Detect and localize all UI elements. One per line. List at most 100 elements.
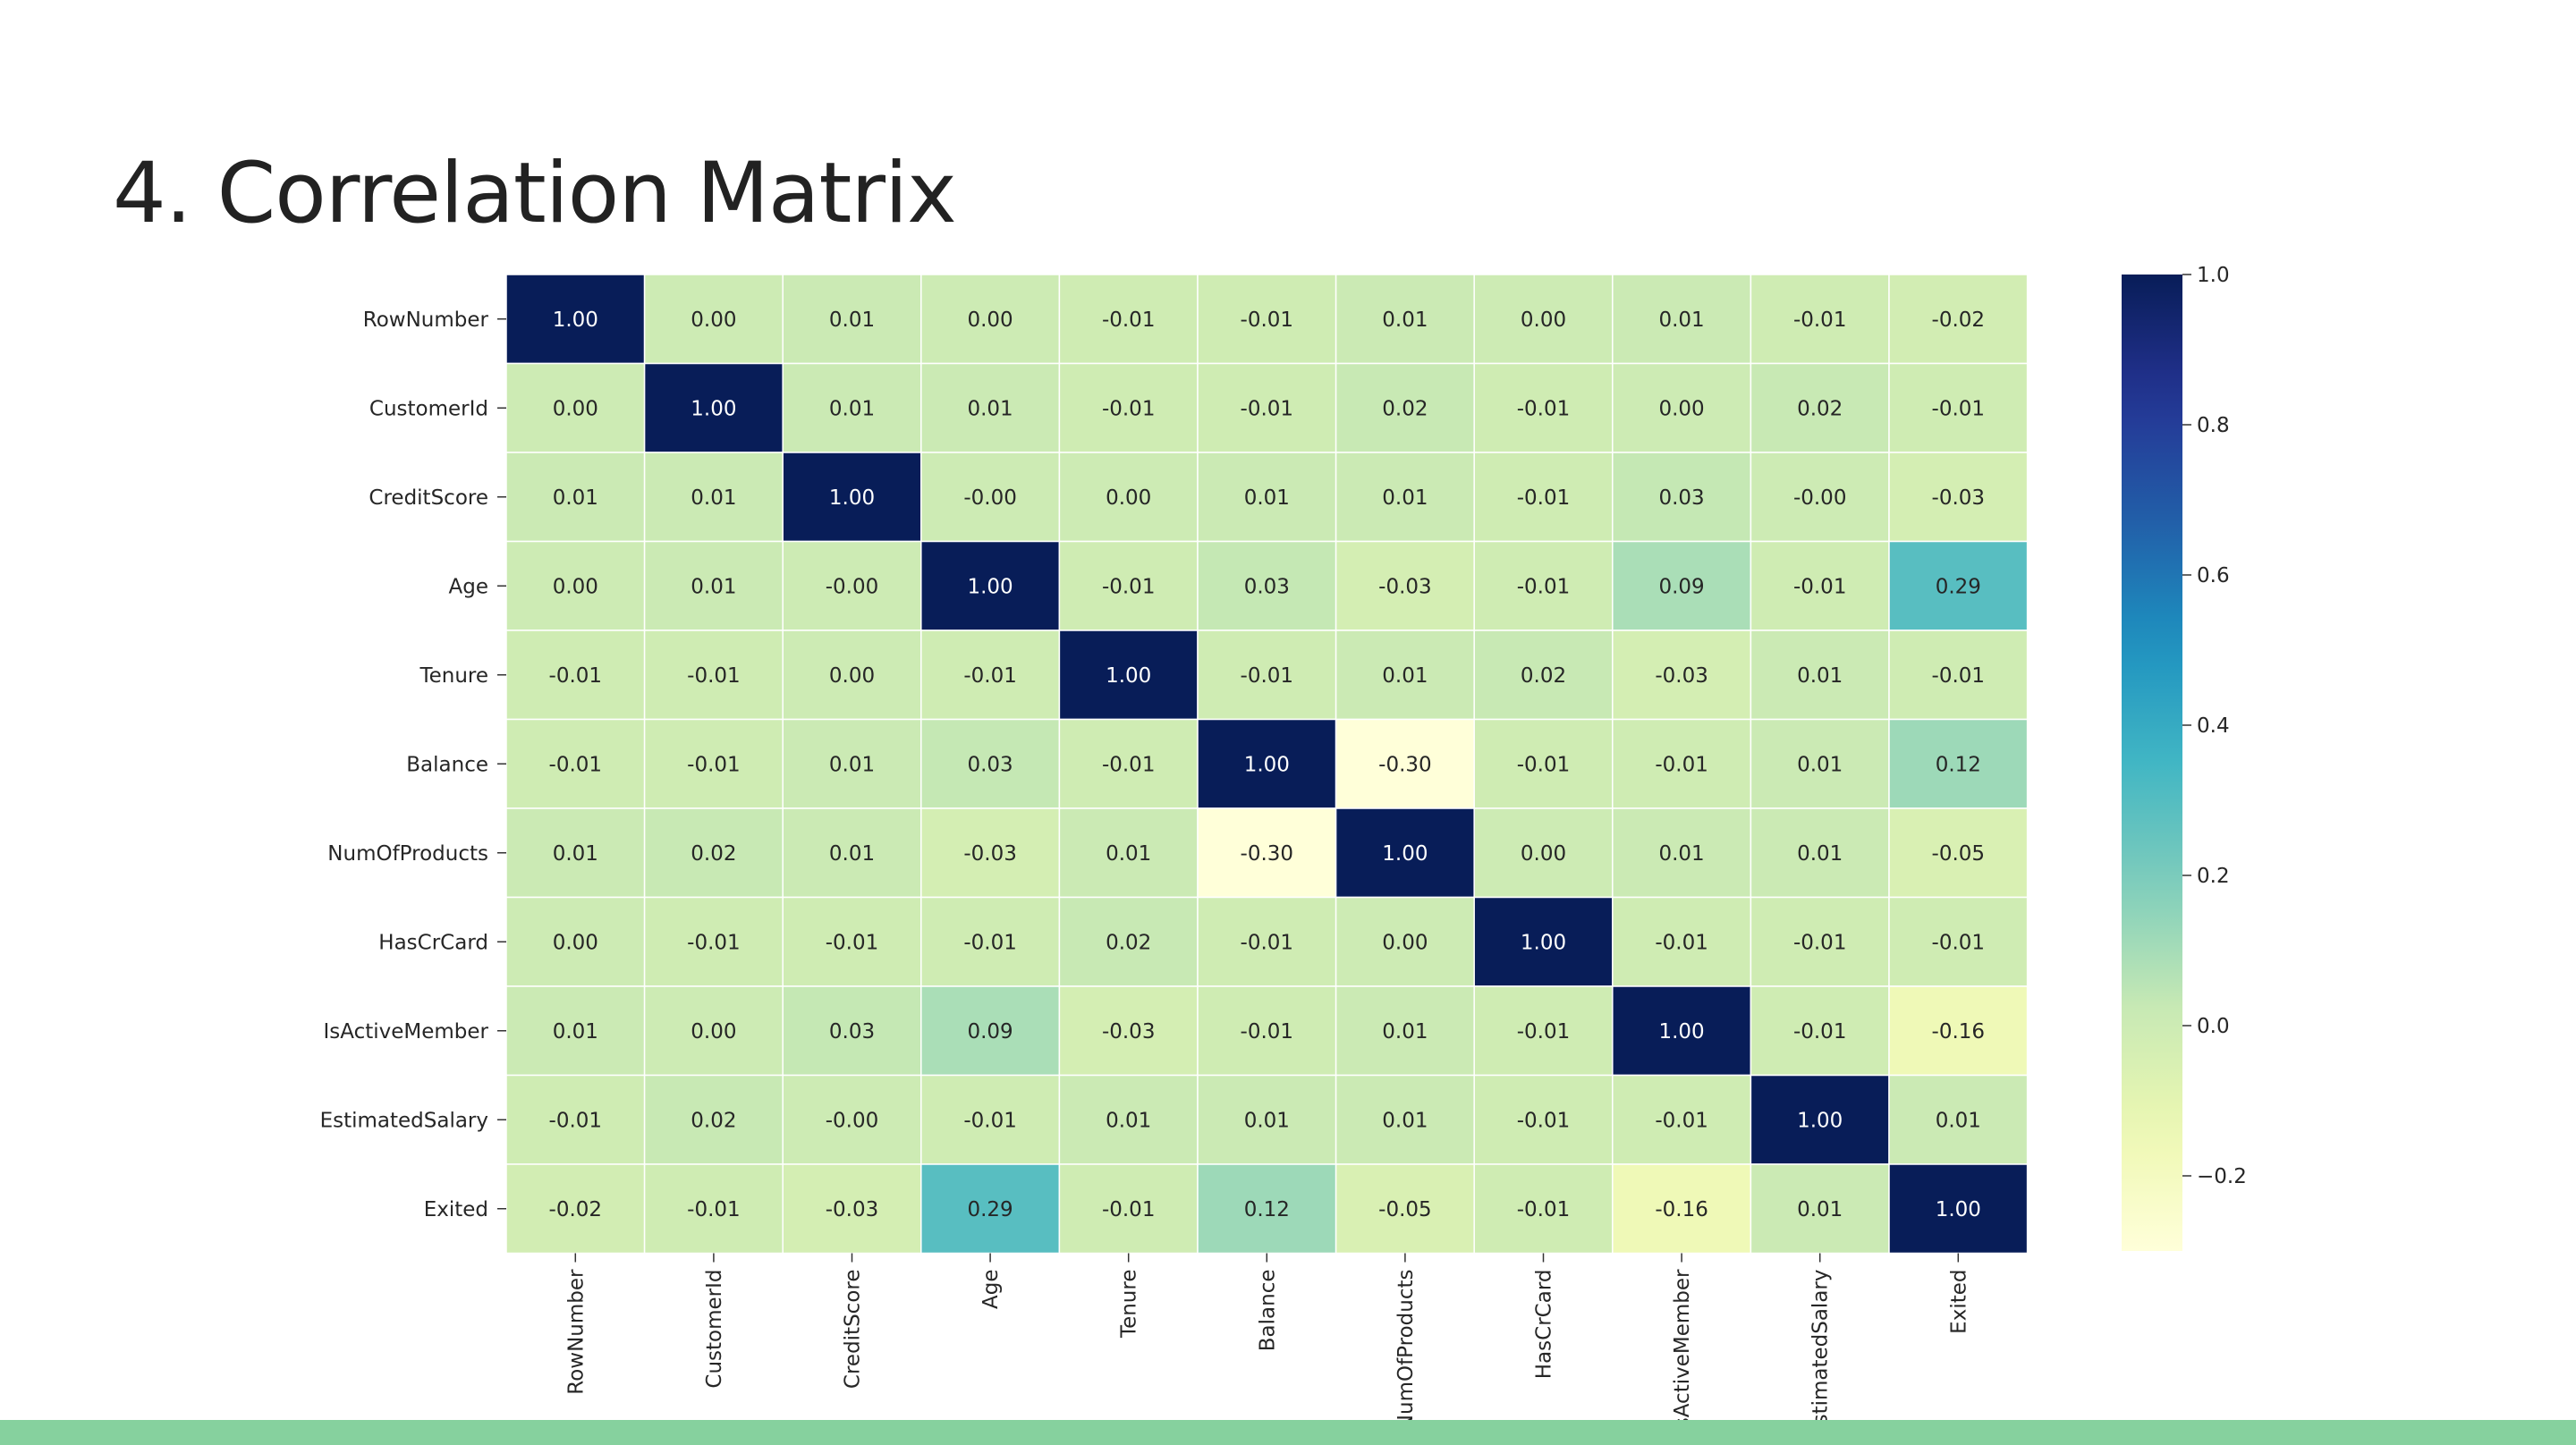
cell-value-Exited-CustomerId: -0.01 <box>687 1198 741 1221</box>
row-label-RowNumber: RowNumber <box>363 308 489 332</box>
cell-value-HasCrCard-NumOfProducts: 0.00 <box>1382 931 1428 954</box>
cell-value-HasCrCard-IsActiveMember: -0.01 <box>1655 931 1708 954</box>
col-label-CustomerId: CustomerId <box>703 1270 726 1389</box>
cell-value-Exited-Exited: 1.00 <box>1936 1198 1981 1221</box>
cell-HasCrCard-Tenure <box>1058 896 1199 987</box>
cell-value-Exited-IsActiveMember: -0.16 <box>1655 1198 1708 1221</box>
col-label-NumOfProducts: NumOfProducts <box>1394 1270 1418 1431</box>
cell-CreditScore-Age <box>920 452 1061 543</box>
cell-value-EstimatedSalary-NumOfProducts: 0.01 <box>1382 1109 1428 1132</box>
row-label-Balance: Balance <box>406 753 488 776</box>
colorbar-tick-label: −0.2 <box>2197 1165 2247 1188</box>
row-label-NumOfProducts: NumOfProducts <box>327 842 488 866</box>
cell-Balance-IsActiveMember <box>1612 718 1752 809</box>
cell-value-IsActiveMember-Tenure: -0.03 <box>1102 1020 1156 1044</box>
cell-IsActiveMember-Age <box>920 985 1061 1077</box>
cell-Balance-Age <box>920 718 1061 809</box>
cell-EstimatedSalary-EstimatedSalary <box>1750 1074 1890 1165</box>
cell-CustomerId-CreditScore <box>782 362 922 453</box>
cell-Tenure-EstimatedSalary <box>1750 630 1890 721</box>
cell-value-NumOfProducts-Tenure: 0.01 <box>1106 842 1151 866</box>
cell-Exited-Age <box>920 1163 1061 1255</box>
cell-RowNumber-EstimatedSalary <box>1750 274 1890 365</box>
cell-value-RowNumber-Balance: -0.01 <box>1241 308 1294 332</box>
cell-value-Tenure-EstimatedSalary: 0.01 <box>1797 664 1843 688</box>
cell-value-Tenure-CustomerId: -0.01 <box>687 664 741 688</box>
cell-value-CustomerId-Exited: -0.01 <box>1932 397 1986 420</box>
cell-value-CustomerId-Age: 0.01 <box>967 397 1013 420</box>
col-label-HasCrCard: HasCrCard <box>1533 1270 1556 1380</box>
cell-value-HasCrCard-CustomerId: -0.01 <box>687 931 741 954</box>
cell-value-CustomerId-EstimatedSalary: 0.02 <box>1797 397 1843 420</box>
cell-value-CustomerId-Balance: -0.01 <box>1241 397 1294 420</box>
cell-value-HasCrCard-Age: -0.01 <box>963 931 1017 954</box>
cell-value-CustomerId-RowNumber: 0.00 <box>553 397 598 420</box>
colorbar-tick-label: 0.8 <box>2197 414 2230 437</box>
cell-value-HasCrCard-HasCrCard: 1.00 <box>1521 931 1566 954</box>
cell-value-Tenure-NumOfProducts: 0.01 <box>1382 664 1428 688</box>
cell-HasCrCard-IsActiveMember <box>1612 896 1752 987</box>
cell-Exited-EstimatedSalary <box>1750 1163 1890 1255</box>
cell-value-Exited-Tenure: -0.01 <box>1102 1198 1156 1221</box>
cell-Tenure-Exited <box>1888 630 2029 721</box>
cell-value-IsActiveMember-Exited: -0.16 <box>1932 1020 1986 1044</box>
cell-value-EstimatedSalary-Balance: 0.01 <box>1244 1109 1290 1132</box>
cell-HasCrCard-Age <box>920 896 1061 987</box>
cell-value-RowNumber-IsActiveMember: 0.01 <box>1658 308 1704 332</box>
cell-value-RowNumber-CustomerId: 0.00 <box>691 308 736 332</box>
heatmap-cells <box>505 274 2029 1255</box>
cell-IsActiveMember-Balance <box>1197 985 1337 1077</box>
cell-Balance-NumOfProducts <box>1335 718 1475 809</box>
cell-NumOfProducts-EstimatedSalary <box>1750 807 1890 899</box>
cell-RowNumber-NumOfProducts <box>1335 274 1475 365</box>
cell-value-Tenure-Exited: -0.01 <box>1932 664 1986 688</box>
cell-value-EstimatedSalary-Exited: 0.01 <box>1936 1109 1981 1132</box>
cell-NumOfProducts-NumOfProducts <box>1335 807 1475 899</box>
cell-value-Age-Tenure: -0.01 <box>1102 575 1156 598</box>
row-label-EstimatedSalary: EstimatedSalary <box>320 1109 488 1132</box>
cell-CustomerId-Balance <box>1197 362 1337 453</box>
cell-CreditScore-CustomerId <box>643 452 784 543</box>
cell-HasCrCard-EstimatedSalary <box>1750 896 1890 987</box>
column-labels: RowNumber CustomerId CreditScore Age Tenure B… <box>564 1253 1970 1438</box>
cell-value-CustomerId-Tenure: -0.01 <box>1102 397 1156 420</box>
cell-value-Balance-Exited: 0.12 <box>1936 753 1981 776</box>
cell-value-NumOfProducts-EstimatedSalary: 0.01 <box>1797 842 1843 866</box>
cell-value-CustomerId-NumOfProducts: 0.02 <box>1382 397 1428 420</box>
cell-CreditScore-RowNumber <box>505 452 646 543</box>
cell-value-HasCrCard-Exited: -0.01 <box>1932 931 1986 954</box>
cell-value-CreditScore-Balance: 0.01 <box>1244 486 1290 510</box>
cell-EstimatedSalary-IsActiveMember <box>1612 1074 1752 1165</box>
cell-value-HasCrCard-EstimatedSalary: -0.01 <box>1793 931 1847 954</box>
cell-Balance-RowNumber <box>505 718 646 809</box>
cell-Age-Balance <box>1197 540 1337 631</box>
cell-value-Balance-NumOfProducts: -0.30 <box>1378 753 1432 776</box>
cell-IsActiveMember-CustomerId <box>643 985 784 1077</box>
cell-RowNumber-HasCrCard <box>1473 274 1614 365</box>
cell-value-IsActiveMember-CreditScore: 0.03 <box>829 1020 875 1044</box>
cell-value-EstimatedSalary-EstimatedSalary: 1.00 <box>1797 1109 1843 1132</box>
cell-value-Balance-Age: 0.03 <box>967 753 1013 776</box>
cell-value-Balance-Balance: 1.00 <box>1244 753 1290 776</box>
cell-Tenure-Balance <box>1197 630 1337 721</box>
row-labels: RowNumber CustomerId CreditScore Age Tenure B… <box>320 308 506 1221</box>
cell-value-NumOfProducts-RowNumber: 0.01 <box>553 842 598 866</box>
cell-value-HasCrCard-Tenure: 0.02 <box>1106 931 1151 954</box>
cell-Exited-Balance <box>1197 1163 1337 1255</box>
cell-value-IsActiveMember-RowNumber: 0.01 <box>553 1020 598 1044</box>
col-label-Tenure: Tenure <box>1118 1270 1141 1339</box>
cell-CreditScore-NumOfProducts <box>1335 452 1475 543</box>
colorbar: 1.0 0.8 0.6 0.4 0.2 0.0 −0.2 <box>2122 264 2247 1251</box>
cell-Age-IsActiveMember <box>1612 540 1752 631</box>
cell-value-CustomerId-CreditScore: 0.01 <box>829 397 875 420</box>
cell-value-Age-Balance: 0.03 <box>1244 575 1290 598</box>
cell-value-NumOfProducts-Age: -0.03 <box>963 842 1017 866</box>
bottom-accent-bar <box>0 1420 2576 1445</box>
cell-value-RowNumber-RowNumber: 1.00 <box>553 308 598 332</box>
cell-HasCrCard-Exited <box>1888 896 2029 987</box>
cell-Tenure-RowNumber <box>505 630 646 721</box>
cell-value-Balance-CreditScore: 0.01 <box>829 753 875 776</box>
cell-value-CreditScore-CreditScore: 1.00 <box>829 486 875 510</box>
cell-value-Exited-NumOfProducts: -0.05 <box>1378 1198 1432 1221</box>
cell-value-RowNumber-Exited: -0.02 <box>1932 308 1986 332</box>
